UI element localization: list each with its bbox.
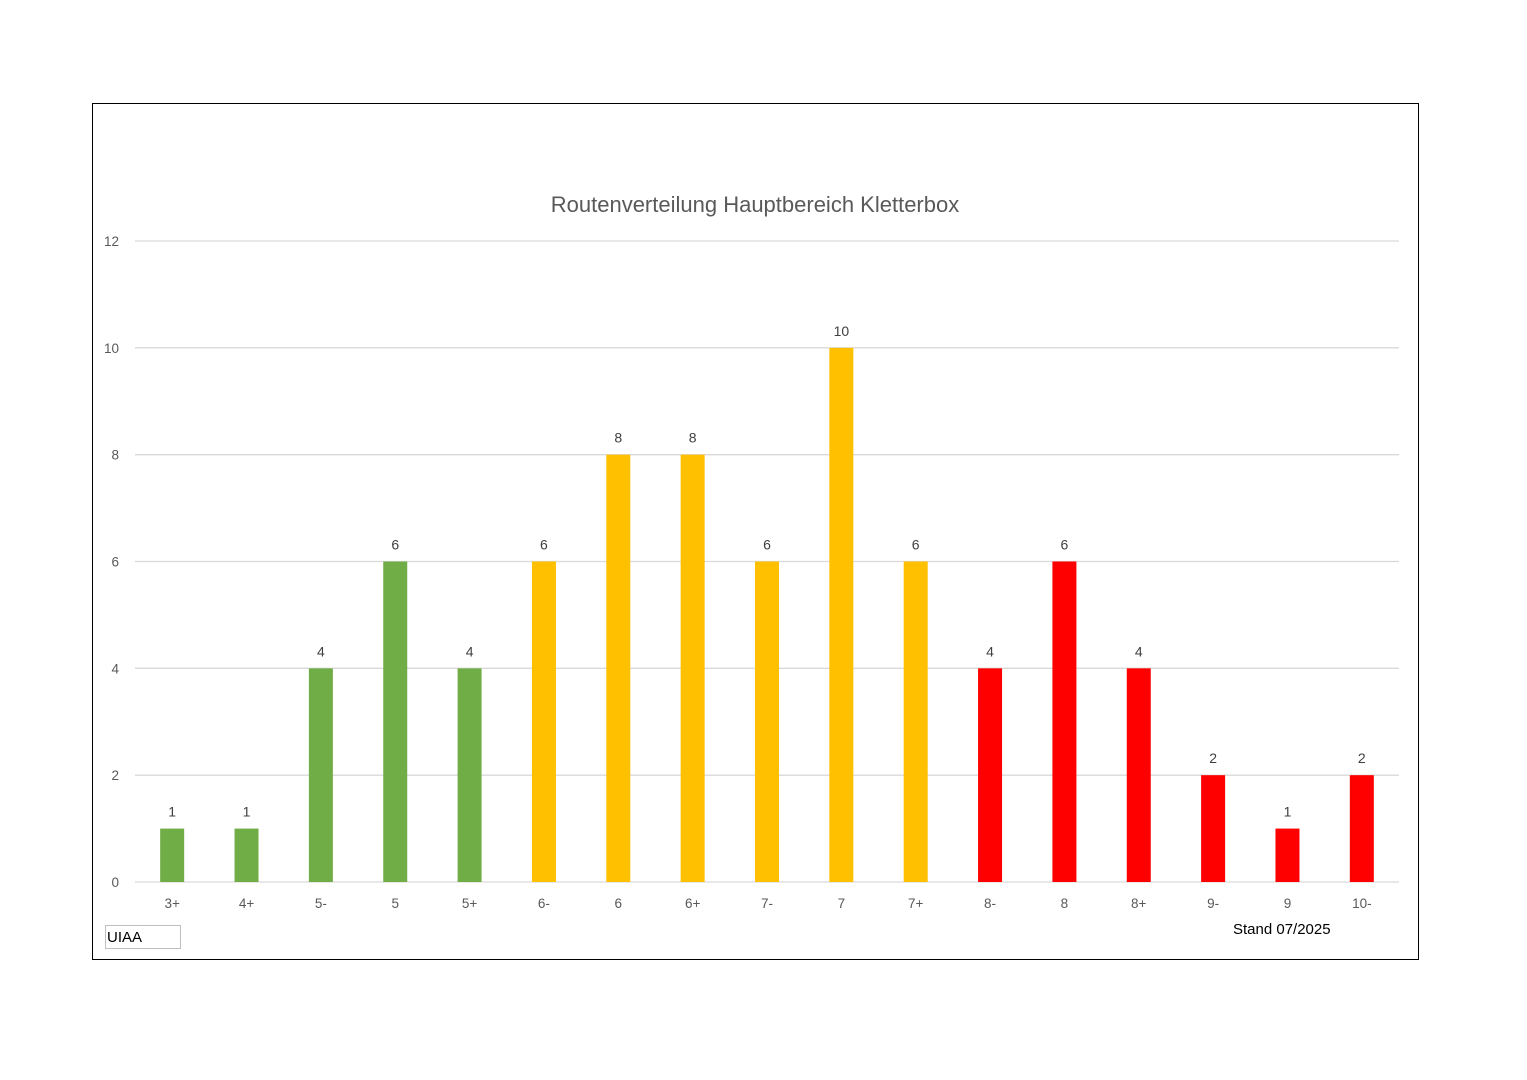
data-label: 2 — [1358, 750, 1366, 766]
data-label: 6 — [912, 537, 920, 553]
x-axis-ticks: 3+ 4+ 5- 5 5+ 6- 6 6+ 7- 7 7+ 8- 8 8+ 9- 9 10- — [164, 896, 1371, 911]
data-label: 2 — [1209, 750, 1217, 766]
y-tick-label: 10 — [104, 341, 119, 356]
x-tick-label: 8+ — [1131, 896, 1147, 911]
x-tick-label: 7 — [838, 896, 846, 911]
bar-6- — [531, 561, 556, 882]
data-label: 1 — [168, 804, 176, 820]
x-tick-label: 8 — [1061, 896, 1069, 911]
bar-8- — [978, 668, 1003, 882]
y-tick-label: 0 — [111, 875, 119, 890]
y-tick-label: 8 — [111, 448, 119, 463]
bar-8+ — [1126, 668, 1151, 882]
data-label: 6 — [1061, 537, 1069, 553]
bar-8 — [1052, 561, 1077, 882]
y-axis-ticks: 0 2 4 6 8 10 12 — [104, 234, 120, 890]
bar-7+ — [903, 561, 928, 882]
bar-7 — [829, 347, 854, 882]
x-tick-label: 10- — [1352, 896, 1372, 911]
data-label: 6 — [540, 537, 548, 553]
scale-label-box: UIAA — [105, 925, 181, 949]
x-tick-label: 6- — [538, 896, 550, 911]
y-tick-label: 12 — [104, 234, 119, 249]
x-tick-label: 7+ — [908, 896, 924, 911]
x-tick-label: 5+ — [462, 896, 478, 911]
bar-10- — [1349, 775, 1374, 882]
bar-6+ — [680, 454, 705, 882]
x-tick-label: 9 — [1284, 896, 1292, 911]
x-tick-label: 8- — [984, 896, 996, 911]
bar-5+ — [457, 668, 482, 882]
gridlines — [135, 240, 1399, 883]
data-label: 6 — [391, 537, 399, 553]
x-tick-label: 6 — [615, 896, 623, 911]
bar-5- — [308, 668, 333, 882]
bar-9 — [1275, 828, 1300, 882]
data-label: 4 — [317, 643, 325, 659]
x-tick-label: 4+ — [239, 896, 255, 911]
x-tick-label: 5- — [315, 896, 327, 911]
bar-4+ — [234, 828, 259, 882]
y-tick-label: 4 — [111, 661, 119, 676]
data-label: 4 — [466, 643, 474, 659]
bar-5 — [383, 561, 408, 882]
data-labels: 1 1 4 6 4 6 8 8 6 10 6 4 6 4 2 1 2 — [168, 323, 1366, 820]
bar-9- — [1201, 775, 1226, 882]
data-label: 1 — [243, 804, 251, 820]
data-label: 10 — [834, 323, 850, 339]
data-label: 8 — [689, 430, 697, 446]
y-tick-label: 2 — [111, 768, 119, 783]
x-tick-label: 7- — [761, 896, 773, 911]
bar-6 — [606, 454, 631, 882]
bars — [160, 347, 1374, 882]
data-label: 1 — [1284, 804, 1292, 820]
bar-3+ — [160, 828, 185, 882]
date-note: Stand 07/2025 — [1233, 921, 1331, 938]
y-tick-label: 6 — [111, 555, 119, 570]
data-label: 4 — [986, 643, 994, 659]
x-tick-label: 6+ — [685, 896, 701, 911]
chart-title: Routenverteilung Hauptbereich Kletterbox — [551, 192, 959, 217]
x-tick-label: 9- — [1207, 896, 1219, 911]
x-tick-label: 3+ — [164, 896, 180, 911]
data-label: 6 — [763, 537, 771, 553]
x-tick-label: 5 — [391, 896, 399, 911]
bar-7- — [755, 561, 779, 882]
data-label: 8 — [614, 430, 622, 446]
data-label: 4 — [1135, 643, 1143, 659]
